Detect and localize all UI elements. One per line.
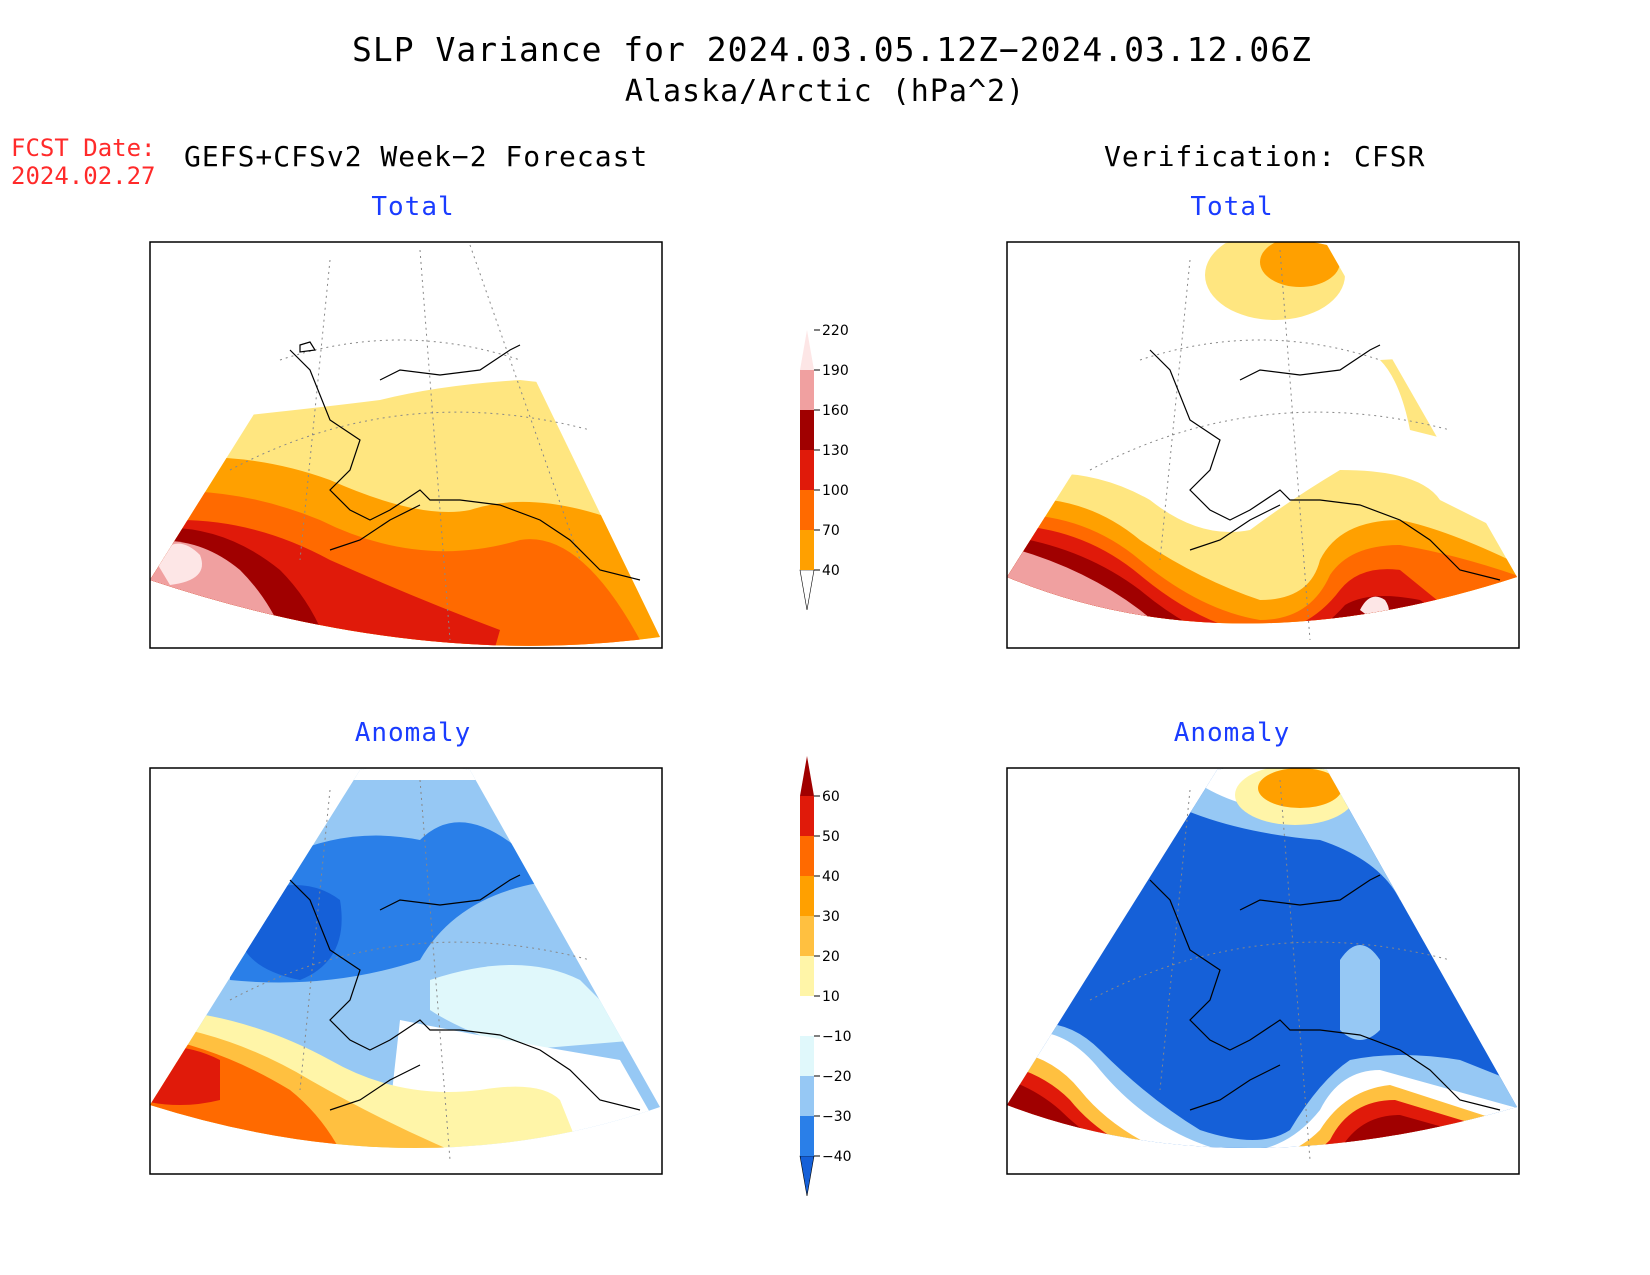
anom-colorbar-label: 50 <box>822 829 840 845</box>
total-colorbar-label: 220 <box>822 323 849 339</box>
total-colorbar-segment <box>800 450 814 490</box>
anom-colorbar-label: 20 <box>822 949 840 965</box>
verification-total-title: Total <box>1190 192 1274 222</box>
anom-colorbar-segment <box>800 796 814 836</box>
chart-title: SLP Variance for 2024.03.05.12Z−2024.03.… <box>352 30 1312 69</box>
total-colorbar-label: 40 <box>822 563 840 579</box>
total-colorbar-label: 130 <box>822 443 849 459</box>
anom-colorbar-segment <box>800 1076 814 1116</box>
anom-colorbar-label: 30 <box>822 909 840 925</box>
anom-colorbar-top-triangle <box>800 756 814 796</box>
total-colorbar-segment <box>800 410 814 450</box>
anom-colorbar-bottom-triangle <box>799 1155 815 1197</box>
anom-colorbar-segment <box>800 876 814 916</box>
right-column-title: Verification: CFSR <box>1104 140 1426 173</box>
anomaly-colorbar: −40 −30 −20 −10 10 20 30 40 50 60 <box>799 756 852 1197</box>
fcst-date: FCST Date: 2024.02.27 <box>11 134 156 190</box>
total-colorbar-label: 100 <box>822 483 849 499</box>
anom-colorbar-label: −10 <box>822 1029 852 1045</box>
total-colorbar-top-triangle <box>800 330 814 370</box>
anom-colorbar-segment <box>800 956 814 996</box>
anom-colorbar-segment <box>800 916 814 956</box>
anom-colorbar-label: −30 <box>822 1109 852 1125</box>
verification-anomaly-map <box>1006 767 1520 1175</box>
anom-colorbar-label: 60 <box>822 789 840 805</box>
verification-total-map <box>1006 241 1520 649</box>
total-colorbar-label: 160 <box>822 403 849 419</box>
total-colorbar-label: 190 <box>822 363 849 379</box>
fcst-date-value: 2024.02.27 <box>11 162 156 190</box>
anom-colorbar-segment <box>800 1036 814 1076</box>
total-colorbar: 40 70 100 130 160 190 220 <box>799 323 849 611</box>
forecast-anomaly-title: Anomaly <box>354 718 472 748</box>
anom-colorbar-label: 10 <box>822 989 840 1005</box>
anom-colorbar-segment <box>800 1116 814 1156</box>
total-colorbar-segment <box>800 370 814 410</box>
total-colorbar-label: 70 <box>822 523 840 539</box>
forecast-total-title: Total <box>371 192 455 222</box>
anom-colorbar-label: −20 <box>822 1069 852 1085</box>
forecast-total-map <box>149 241 663 649</box>
left-column-title: GEFS+CFSv2 Week−2 Forecast <box>184 140 649 173</box>
anom-colorbar-segment <box>800 996 814 1036</box>
total-colorbar-bottom-triangle <box>799 569 815 611</box>
anom-colorbar-label: −40 <box>822 1149 852 1165</box>
total-colorbar-segment <box>800 490 814 530</box>
total-colorbar-segment <box>800 530 814 570</box>
fcst-date-label: FCST Date: <box>11 134 156 162</box>
anom-colorbar-label: 40 <box>822 869 840 885</box>
anom-colorbar-segment <box>800 836 814 876</box>
forecast-anomaly-map <box>149 767 663 1175</box>
verification-anomaly-title: Anomaly <box>1173 718 1291 748</box>
chart-subtitle: Alaska/Arctic (hPa^2) <box>624 74 1026 109</box>
